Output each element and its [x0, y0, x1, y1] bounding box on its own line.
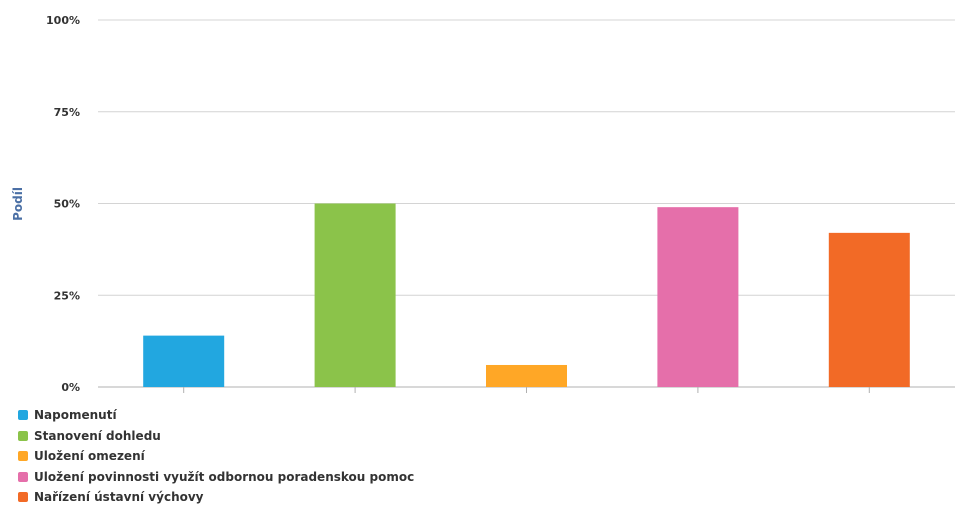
legend-label: Nařízení ústavní výchovy	[34, 490, 204, 504]
y-tick-label: 25%	[54, 289, 80, 302]
y-tick-label: 0%	[61, 381, 80, 394]
y-tick-label: 50%	[54, 198, 80, 211]
legend-label: Stanovení dohledu	[34, 428, 161, 443]
bar[interactable]	[486, 364, 567, 387]
legend-swatch	[18, 410, 28, 420]
legend-item[interactable]: Napomenutí	[18, 405, 414, 425]
legend-item[interactable]: Uložení omezení	[18, 446, 414, 466]
bar[interactable]	[828, 232, 910, 387]
y-tick-label: 75%	[54, 106, 80, 119]
legend-label: Napomenutí	[34, 408, 117, 422]
legend-item[interactable]: Stanovení dohledu	[18, 426, 414, 446]
legend-swatch	[18, 430, 28, 441]
gridlines	[98, 19, 955, 388]
legend-label: Uložení omezení	[34, 449, 145, 463]
legend-swatch	[18, 451, 28, 461]
legend-swatch	[18, 471, 28, 482]
y-axis-ticks: 0% 25% 50% 75% 100%	[46, 14, 80, 394]
bar-chart: 0% 25% 50% 75% 100% Podíl	[11, 14, 955, 394]
legend-label: Uložení povinnosti využít odbornou porad…	[34, 469, 415, 484]
bar[interactable]	[143, 335, 225, 387]
bar[interactable]	[657, 207, 739, 387]
legend: Napomenutí Stanovení dohledu Uložení omeze…	[18, 405, 414, 508]
y-tick-label: 100%	[46, 14, 80, 27]
y-axis-label: Podíl	[11, 187, 25, 221]
legend-item[interactable]: Nařízení ústavní výchovy	[18, 487, 414, 507]
bars	[143, 203, 910, 388]
bar[interactable]	[314, 203, 396, 388]
legend-item[interactable]: Uložení povinnosti využít odbornou porad…	[18, 467, 414, 487]
legend-swatch	[18, 492, 28, 502]
x-axis-ticks	[183, 387, 870, 393]
